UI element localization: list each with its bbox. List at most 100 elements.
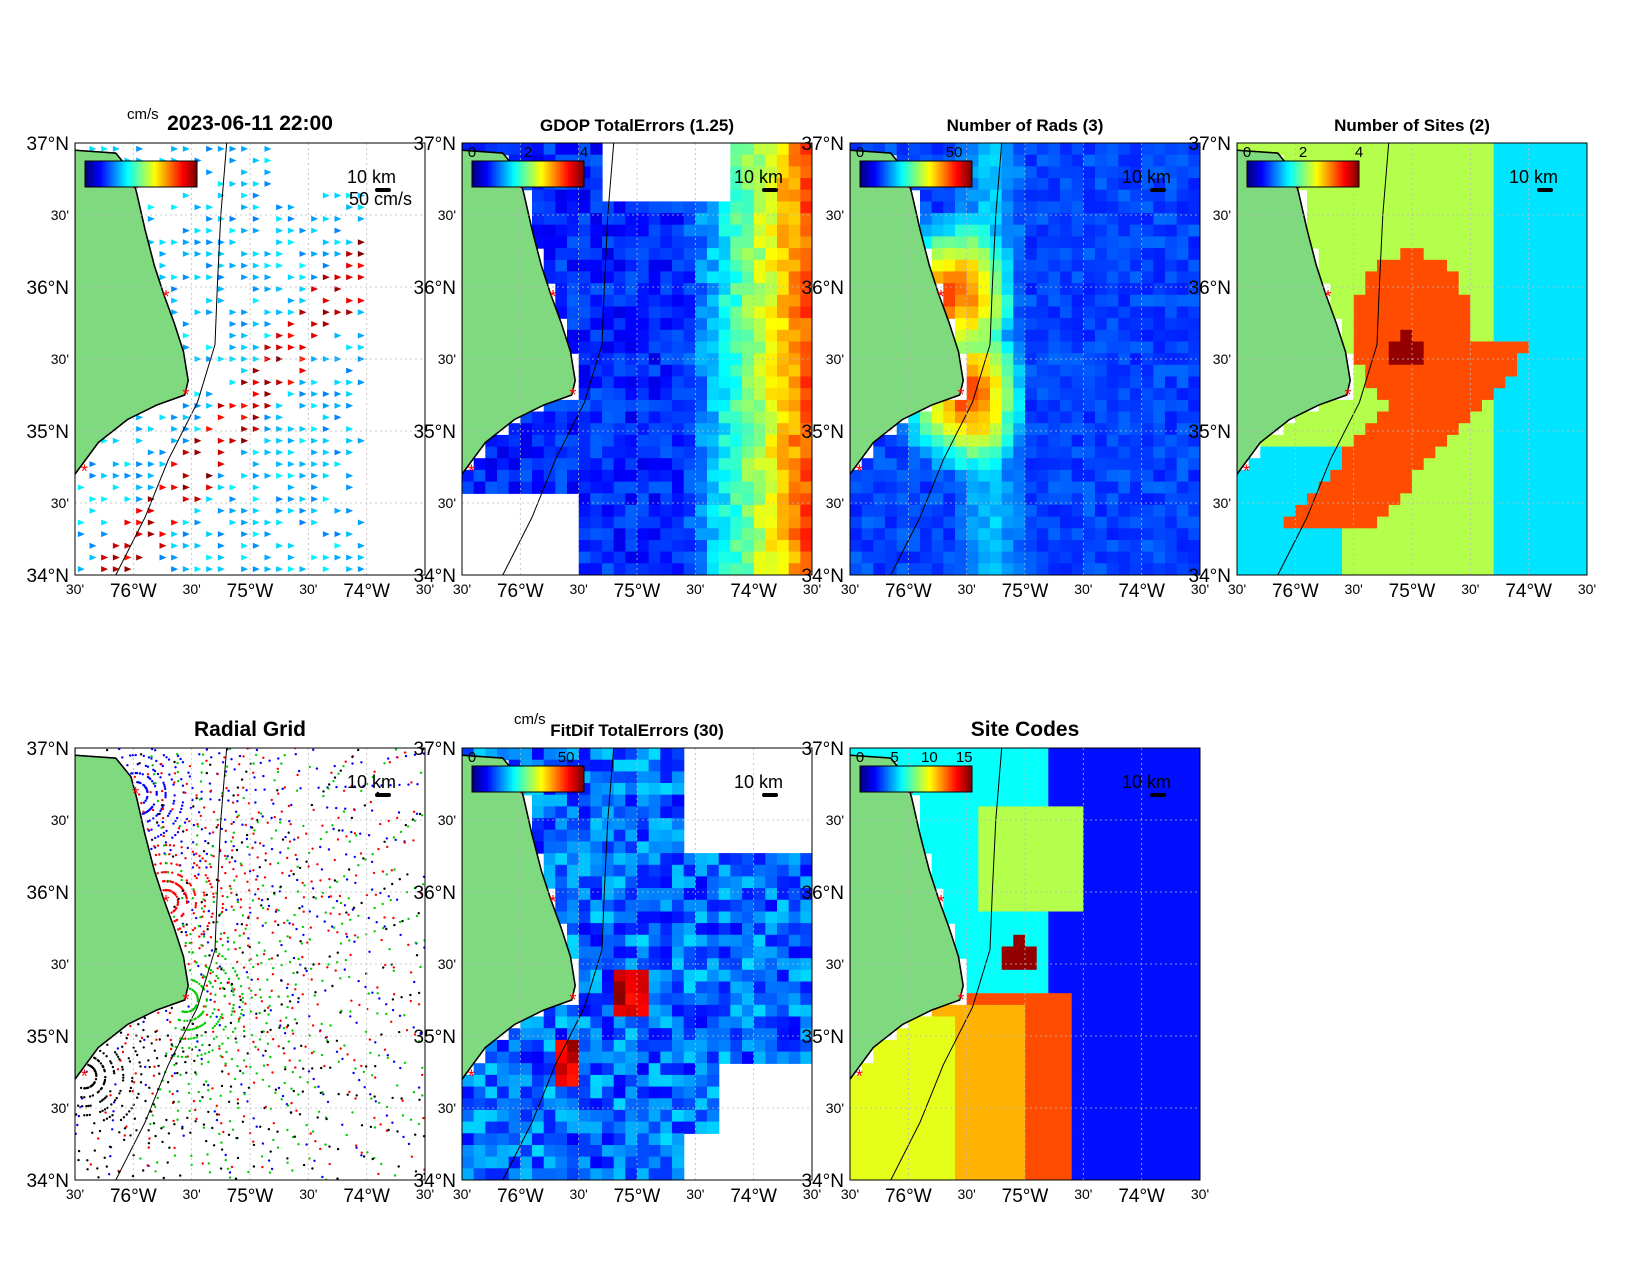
data-field bbox=[850, 143, 1200, 575]
data-cell bbox=[765, 143, 778, 156]
data-cell bbox=[1025, 411, 1038, 424]
radial-grid-point bbox=[419, 771, 423, 774]
radial-grid-point bbox=[291, 1032, 295, 1035]
radial-grid-point bbox=[414, 941, 417, 944]
data-cell bbox=[1048, 540, 1061, 553]
data-cell bbox=[1295, 446, 1308, 459]
current-vector bbox=[252, 274, 260, 281]
data-cell bbox=[1106, 224, 1119, 237]
data-cell bbox=[1048, 481, 1061, 494]
data-cell bbox=[1447, 563, 1460, 575]
data-cell bbox=[1563, 201, 1576, 214]
data-cell bbox=[1575, 154, 1587, 167]
data-cell bbox=[873, 481, 886, 494]
data-cell bbox=[1552, 259, 1565, 273]
radial-grid-point bbox=[181, 804, 184, 807]
data-cell bbox=[1106, 248, 1119, 261]
colorbar-swatch bbox=[115, 161, 118, 187]
data-cell bbox=[1365, 143, 1378, 156]
data-cell bbox=[966, 423, 979, 436]
data-cell bbox=[1141, 224, 1154, 237]
data-cell bbox=[873, 540, 886, 553]
data-cell bbox=[1493, 504, 1506, 518]
data-cell bbox=[1540, 271, 1553, 284]
data-cell bbox=[543, 213, 556, 226]
colorbar-swatch bbox=[1333, 161, 1336, 187]
data-cell bbox=[943, 143, 956, 156]
data-cell bbox=[753, 294, 766, 308]
data-cell bbox=[1001, 353, 1014, 366]
data-cell bbox=[1412, 189, 1425, 202]
data-cell bbox=[1342, 283, 1355, 296]
data-cell bbox=[978, 248, 991, 261]
radial-grid-point bbox=[173, 781, 176, 784]
data-cell bbox=[1025, 364, 1038, 378]
radial-grid-point bbox=[407, 783, 410, 786]
radial-grid-point bbox=[231, 1010, 234, 1013]
data-cell bbox=[1575, 364, 1587, 378]
data-cell bbox=[753, 458, 766, 471]
data-cell bbox=[683, 236, 696, 249]
data-cell bbox=[800, 364, 812, 378]
data-cell bbox=[1165, 236, 1178, 249]
radial-grid-point bbox=[200, 1062, 203, 1066]
data-cell bbox=[788, 294, 801, 308]
data-cell bbox=[1540, 411, 1553, 424]
current-vector bbox=[357, 262, 365, 269]
x-tick-label: 30' bbox=[958, 581, 976, 597]
colorbar-swatch bbox=[177, 161, 180, 187]
current-vector bbox=[182, 145, 190, 152]
data-cell bbox=[1188, 423, 1200, 436]
data-cell bbox=[1153, 388, 1166, 401]
data-cell bbox=[978, 551, 991, 564]
data-cell bbox=[1563, 294, 1576, 308]
radial-grid-point bbox=[320, 1022, 323, 1026]
radial-grid-point bbox=[144, 1065, 147, 1069]
data-cell bbox=[1013, 353, 1026, 366]
current-vector bbox=[346, 297, 354, 304]
data-cell bbox=[1130, 213, 1143, 226]
data-cell bbox=[1013, 178, 1026, 191]
colorbar-swatch bbox=[1249, 161, 1252, 187]
radial-grid-point bbox=[266, 1063, 269, 1067]
radial-grid-point bbox=[409, 1118, 413, 1121]
data-cell bbox=[1505, 213, 1518, 226]
radial-grid-point bbox=[342, 789, 346, 792]
data-cell bbox=[1141, 446, 1154, 459]
data-cell bbox=[1118, 434, 1131, 448]
data-cell bbox=[800, 271, 812, 284]
data-cell bbox=[1342, 458, 1355, 471]
radial-grid-point bbox=[202, 974, 205, 977]
data-cell bbox=[555, 248, 568, 261]
data-cell bbox=[1552, 166, 1565, 179]
data-cell bbox=[1458, 341, 1471, 354]
radial-grid-point bbox=[176, 831, 180, 834]
current-vector bbox=[264, 426, 272, 433]
data-cell bbox=[1552, 528, 1565, 541]
radial-grid-point bbox=[330, 925, 334, 928]
data-cell bbox=[931, 516, 944, 529]
radial-grid-point bbox=[218, 965, 221, 968]
data-cell bbox=[1013, 154, 1026, 167]
data-cell bbox=[742, 248, 755, 261]
current-vector bbox=[346, 262, 354, 269]
data-cell bbox=[1563, 504, 1576, 518]
radial-grid-point bbox=[374, 1041, 377, 1044]
radial-grid-point bbox=[161, 816, 165, 820]
radial-grid-point bbox=[170, 1074, 174, 1078]
data-cell bbox=[1482, 318, 1495, 331]
radial-grid-point bbox=[316, 915, 319, 918]
data-cell bbox=[1048, 434, 1061, 448]
current-vector bbox=[217, 285, 225, 292]
data-cell bbox=[602, 271, 615, 284]
data-cell bbox=[978, 469, 991, 483]
current-vector bbox=[112, 566, 120, 573]
data-cell bbox=[1423, 364, 1436, 378]
radial-grid-point bbox=[224, 1064, 227, 1067]
current-vector bbox=[206, 309, 214, 316]
radial-grid-point bbox=[198, 866, 201, 869]
data-cell bbox=[742, 341, 755, 354]
data-cell bbox=[1048, 236, 1061, 249]
data-cell bbox=[625, 469, 638, 483]
radial-grid-point bbox=[149, 1122, 152, 1126]
